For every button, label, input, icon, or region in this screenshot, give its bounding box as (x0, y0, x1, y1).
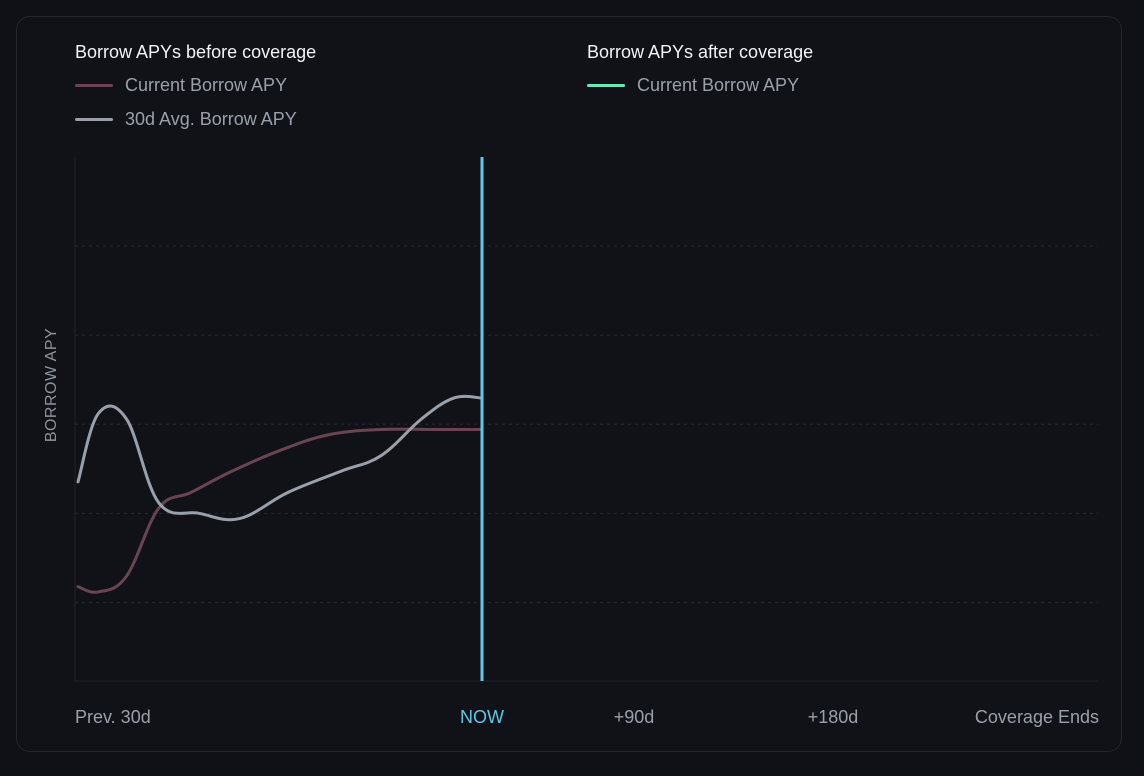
legend-label: 30d Avg. Borrow APY (125, 108, 297, 129)
series-line-before-30d-avg-borrow-apy (76, 394, 484, 522)
series-lines (76, 394, 1100, 594)
x-tick-coverage-ends: Coverage Ends (974, 707, 1099, 727)
series-line-before-current-borrow-apy (76, 427, 484, 594)
legend-after: Borrow APYs after coverage Current Borro… (587, 40, 813, 106)
legend-swatch-current-borrow-apy-after (587, 83, 625, 87)
legend-label: Current Borrow APY (125, 74, 288, 95)
legend-before-title: Borrow APYs before coverage (75, 42, 317, 62)
legend-before: Borrow APYs before coverage Current Borr… (75, 40, 316, 140)
legend-swatch-current-borrow-apy (75, 83, 113, 87)
legend-item-30d-avg-borrow-apy: 30d Avg. Borrow APY (75, 106, 316, 132)
chart-card (16, 16, 1122, 752)
x-tick-180d: +180d (807, 707, 859, 727)
x-tick-prev-30d: Prev. 30d (75, 707, 151, 727)
legend-item-current-borrow-apy-after: Current Borrow APY (587, 72, 813, 98)
x-tick-now: NOW (460, 707, 504, 727)
x-tick-90d: +90d (613, 707, 655, 727)
legend-label: Current Borrow APY (637, 74, 800, 95)
y-axis-label: BORROW APY (43, 327, 60, 443)
legend-item-current-borrow-apy-before: Current Borrow APY (75, 72, 316, 98)
legend-after-title: Borrow APYs after coverage (587, 42, 814, 62)
grid-lines (75, 245, 1098, 603)
legend-swatch-30d-avg-borrow-apy (75, 117, 113, 121)
